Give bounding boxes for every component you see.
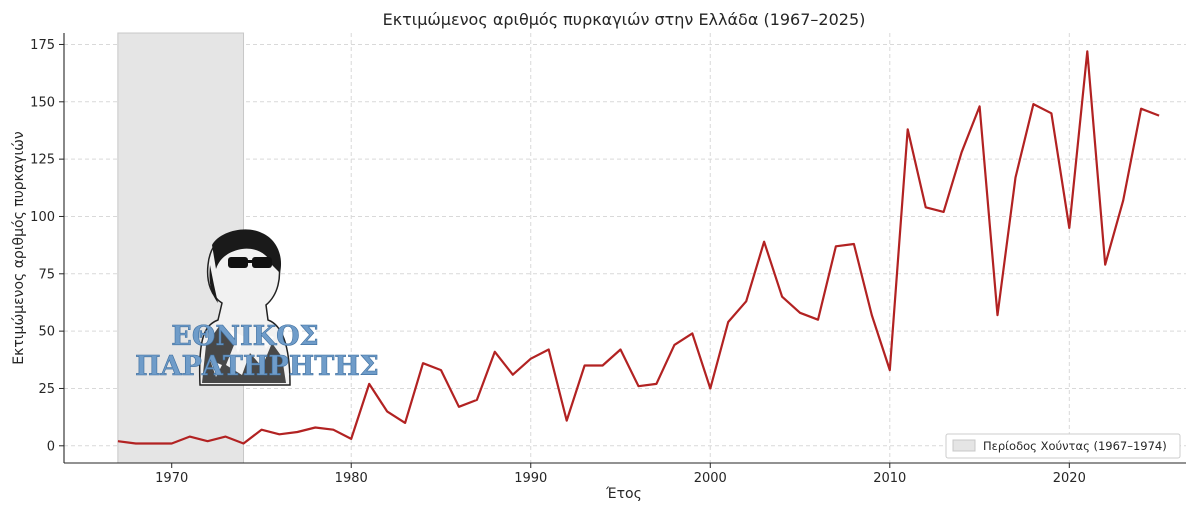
data-point [995,313,1000,318]
data-point [941,209,946,214]
data-point [421,361,426,366]
data-point [780,294,785,299]
data-point [259,427,264,432]
data-point [331,427,336,432]
legend-box [945,433,1181,459]
data-point [654,381,659,386]
data-point [133,441,138,446]
data-point [115,439,120,444]
y-tick-label: 125 [30,153,55,168]
data-point [546,347,551,352]
y-tick-label: 25 [38,382,55,397]
data-point [277,432,282,437]
data-point [815,317,820,322]
data-point [403,420,408,425]
data-point [187,434,192,439]
data-point [959,150,964,155]
y-axis-ticks: 0 25 50 75 100 125 150 175 [30,38,64,454]
data-point [833,244,838,249]
x-axis-label: Έτος [605,486,642,502]
y-tick-label: 175 [30,38,55,53]
data-point [1085,49,1090,54]
data-point [905,127,910,132]
data-point [492,349,497,354]
watermark-text-line2: ΠΑΡΑΤΗΡΗΤΗΣ [135,351,379,382]
data-point [672,342,677,347]
data-point [1121,198,1126,203]
y-axis-label: Εκτιμώμενος αριθμός πυρκαγιών [11,131,27,365]
axes [63,33,1186,464]
data-point [223,434,228,439]
legend-label: Περίοδος Χούντας (1967–1974) [983,439,1167,453]
y-tick-label: 75 [38,267,55,282]
data-point [510,372,515,377]
data-point [456,404,461,409]
data-point [564,418,569,423]
data-point [923,205,928,210]
data-point [582,363,587,368]
data-point [205,439,210,444]
data-point [1139,106,1144,111]
data-point [1013,175,1018,180]
fires-series-line [117,50,1160,445]
data-point [241,441,246,446]
data-point [887,368,892,373]
watermark-logo: ΕΘΝΙΚΟΣ ΠΑΡΑΤΗΡΗΤΗΣ [135,229,379,386]
data-point [1049,111,1054,116]
watermark-figure [198,229,291,386]
data-point [1031,102,1036,107]
data-point [474,397,479,402]
y-tick-label: 50 [38,325,55,340]
watermark-text-line1: ΕΘΝΙΚΟΣ [171,321,319,352]
data-point [169,441,174,446]
data-point [528,356,533,361]
data-point [869,313,874,318]
data-point [313,425,318,430]
y-tick-label: 100 [30,210,55,225]
data-point [618,347,623,352]
x-tick-label: 2010 [873,471,906,486]
data-point [977,104,982,109]
legend-swatch [952,439,976,452]
data-point [349,436,354,441]
data-point [762,239,767,244]
x-tick-label: 1980 [335,471,368,486]
chart-title: Εκτιμώμενος αριθμός πυρκαγιών στην Ελλάδ… [383,10,866,29]
data-point [438,368,443,373]
x-tick-label: 2020 [1053,471,1086,486]
data-point [726,319,731,324]
data-point [1157,113,1162,118]
data-point [690,331,695,336]
y-tick-label: 150 [30,95,55,110]
data-point [1103,262,1108,267]
x-tick-label: 1990 [514,471,547,486]
data-point [295,430,300,435]
legend: Περίοδος Χούντας (1967–1974) [945,433,1181,459]
data-point [151,441,156,446]
x-axis-ticks: 1970 1980 1990 2000 2010 2020 [155,463,1086,486]
y-tick-label: 0 [47,439,55,454]
x-tick-label: 1970 [155,471,188,486]
data-point [851,241,856,246]
data-point [367,381,372,386]
data-point [708,386,713,391]
data-point [600,363,605,368]
data-point [1067,225,1072,230]
data-point [798,310,803,315]
data-point [744,299,749,304]
x-tick-label: 2000 [694,471,727,486]
data-point [636,384,641,389]
data-point [385,409,390,414]
